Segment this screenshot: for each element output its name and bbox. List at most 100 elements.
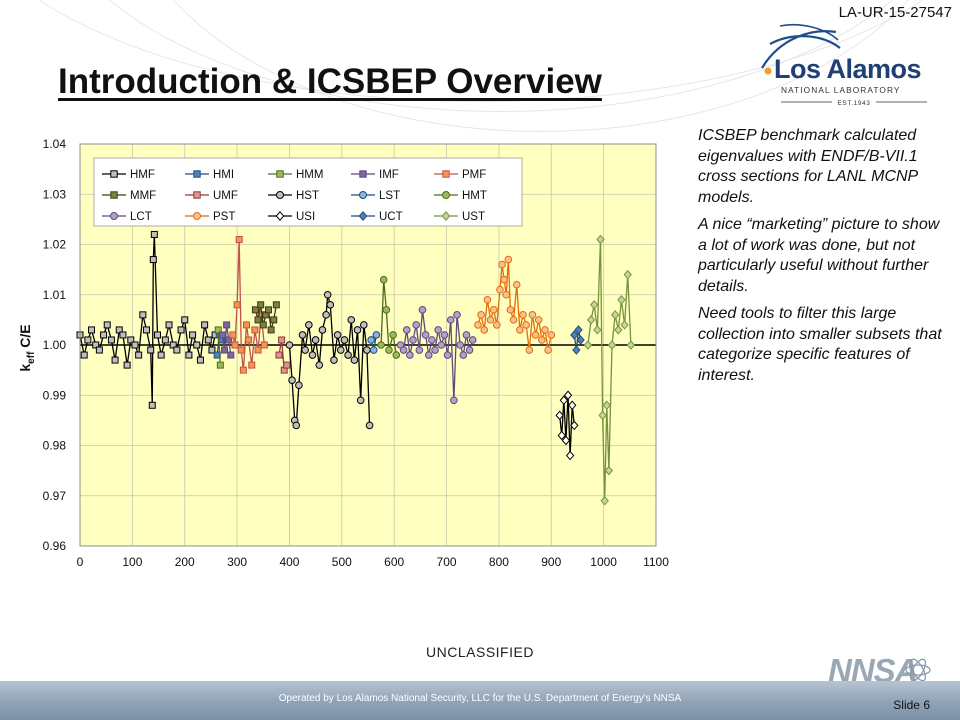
data-point — [512, 280, 521, 289]
data-point — [251, 306, 259, 314]
data-point — [456, 341, 464, 349]
data-point — [275, 351, 283, 359]
data-point — [237, 346, 245, 354]
data-point — [149, 256, 157, 264]
legend-marker — [193, 212, 201, 220]
data-point — [572, 345, 581, 355]
data-point — [322, 311, 330, 319]
data-point — [153, 331, 161, 339]
data-point — [541, 326, 549, 334]
legend-label: IMF — [379, 169, 399, 181]
data-point — [127, 336, 135, 344]
y-tick-label: 1.01 — [43, 288, 67, 302]
slide-title: Introduction & ICSBEP Overview — [58, 62, 602, 101]
data-point — [568, 400, 577, 411]
data-point — [305, 321, 313, 329]
data-point — [100, 331, 108, 339]
legend-label: PST — [213, 211, 235, 223]
data-point — [559, 395, 569, 406]
data-point — [315, 361, 324, 369]
legend-label: HMM — [296, 169, 323, 181]
data-point — [602, 400, 611, 411]
data-point — [272, 301, 280, 309]
data-point — [604, 465, 614, 476]
data-point — [502, 290, 511, 299]
y-tick-label: 0.99 — [43, 388, 67, 402]
data-point — [614, 325, 623, 335]
y-label-symbol: k — [17, 364, 33, 372]
data-point — [115, 326, 123, 334]
legend-marker — [359, 170, 367, 178]
data-point — [204, 336, 212, 344]
data-point — [340, 336, 349, 344]
note-paragraph: A nice “marketing” picture to show a lot… — [698, 216, 940, 295]
data-point — [412, 321, 420, 329]
data-point — [623, 269, 632, 280]
y-tick-label: 1.02 — [43, 238, 67, 252]
data-point — [516, 326, 524, 334]
data-point — [111, 356, 119, 364]
data-point — [365, 421, 374, 430]
legend-marker — [193, 170, 201, 178]
data-point — [462, 331, 471, 339]
data-point — [267, 326, 275, 334]
data-point — [318, 326, 327, 334]
data-point — [418, 306, 427, 314]
data-point — [196, 356, 204, 364]
data-point — [285, 341, 294, 349]
data-point — [169, 341, 177, 349]
series-usi — [555, 390, 579, 461]
data-point — [233, 301, 241, 309]
data-point — [382, 306, 391, 314]
data-point — [173, 346, 181, 354]
data-point — [245, 336, 253, 344]
data-point — [399, 346, 408, 354]
legend-marker — [358, 211, 368, 221]
data-point — [298, 331, 307, 339]
data-point — [292, 421, 301, 430]
data-point — [409, 336, 417, 344]
x-tick-label: 900 — [541, 555, 561, 569]
data-point — [119, 331, 127, 339]
legend-marker — [276, 191, 284, 199]
data-point — [446, 316, 455, 324]
data-point — [593, 325, 602, 335]
series-hmf — [76, 230, 219, 409]
x-tick-label: 500 — [332, 555, 352, 569]
data-point — [440, 331, 449, 339]
data-point — [88, 326, 96, 334]
x-tick-label: 0 — [77, 555, 84, 569]
data-point — [143, 326, 151, 334]
y-label-subscript: eff — [26, 351, 37, 364]
data-point — [301, 346, 309, 354]
data-point — [139, 311, 147, 319]
data-point — [477, 311, 485, 319]
data-point — [107, 336, 115, 344]
data-point — [223, 321, 231, 329]
data-point — [80, 351, 88, 359]
document-id: LA-UR-15-27547 — [838, 4, 952, 21]
atom-orbit-icon — [761, 24, 841, 75]
data-point — [500, 275, 508, 284]
note-paragraph: ICSBEP benchmark calculated eigenvalues … — [698, 127, 918, 206]
data-point — [363, 346, 371, 354]
series-lst — [367, 331, 381, 354]
data-point — [583, 340, 593, 350]
y-tick-label: 1.00 — [43, 338, 67, 352]
legend: HMF HMI HMM IMF PMF MMF UMF HST LST HMT LCT PST USI U… — [93, 157, 523, 227]
data-point — [525, 346, 534, 354]
data-point — [480, 326, 489, 334]
keff-chart: 0 100 200 300 400 500 600 700 800 900 1000 1100 0.96… — [17, 137, 669, 569]
legend-marker — [359, 191, 367, 199]
series-uct — [570, 325, 585, 355]
data-point — [135, 351, 143, 359]
data-point — [177, 326, 185, 334]
data-point — [84, 336, 92, 344]
legend-label: HMF — [130, 169, 155, 181]
data-point — [570, 330, 579, 340]
x-tick-label: 1100 — [643, 555, 669, 569]
data-point — [181, 316, 189, 324]
data-point — [229, 331, 237, 339]
data-point — [534, 316, 543, 324]
data-point — [278, 336, 286, 344]
